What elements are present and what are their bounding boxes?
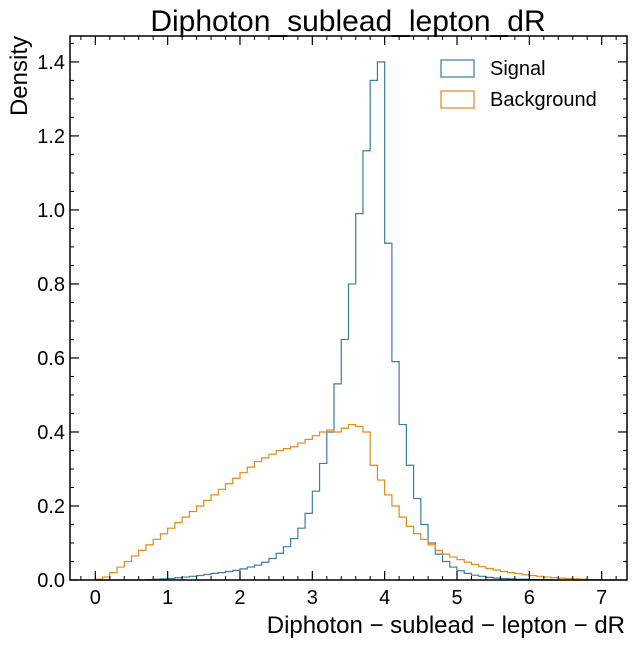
- x-tick-label: 1: [162, 587, 173, 609]
- x-tick-label: 6: [524, 587, 535, 609]
- y-tick-label: 0.6: [37, 348, 65, 370]
- series-signal-line: [95, 61, 617, 581]
- y-axis-label: Density: [6, 36, 33, 116]
- chart-title: Diphoton_sublead_lepton_dR: [150, 5, 545, 38]
- y-tick-label: 0.2: [37, 496, 65, 518]
- legend: Signal Background: [440, 58, 597, 111]
- x-tick-label: 0: [90, 587, 101, 609]
- y-tick-label: 0.0: [37, 570, 65, 592]
- plot-area: [94, 61, 617, 581]
- y-axis: 0.0 0.2 0.4 0.6 0.8 1.0 1.2 1.4: [37, 42, 627, 592]
- legend-label-background: Background: [490, 89, 597, 111]
- y-tick-label: 1.4: [37, 52, 65, 74]
- x-tick-label: 7: [596, 587, 607, 609]
- y-tick-label: 1.2: [37, 126, 65, 148]
- legend-label-signal: Signal: [490, 58, 546, 80]
- legend-swatch-background: [440, 90, 475, 109]
- x-tick-label: 4: [379, 587, 390, 609]
- x-axis: 0 1 2 3 4 5 6 7: [80, 36, 617, 609]
- x-tick-label: 5: [451, 587, 462, 609]
- y-tick-label: 0.4: [37, 422, 65, 444]
- y-tick-label: 0.8: [37, 274, 65, 296]
- plot-frame: [69, 35, 628, 581]
- x-tick-label: 2: [234, 587, 245, 609]
- legend-swatch-signal: [440, 59, 475, 78]
- x-tick-label: 3: [307, 587, 318, 609]
- y-tick-label: 1.0: [37, 200, 65, 222]
- series-background-line: [94, 423, 617, 581]
- x-axis-label: Diphoton − sublead − lepton − dR: [267, 612, 625, 639]
